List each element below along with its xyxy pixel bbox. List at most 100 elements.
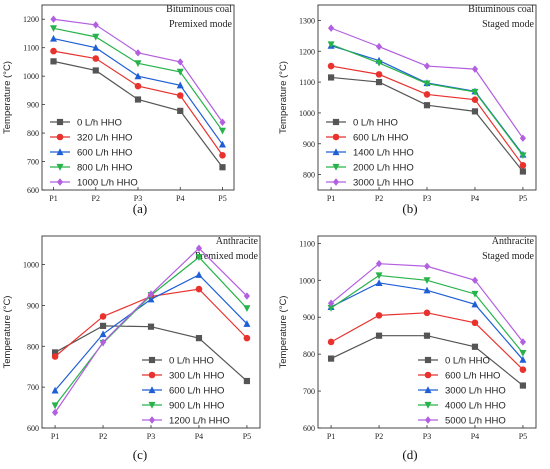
y-tick-label: 1000 bbox=[23, 261, 39, 270]
y-tick-label: 1200 bbox=[299, 47, 315, 56]
data-point bbox=[50, 58, 57, 65]
data-point bbox=[50, 47, 57, 55]
series-1 bbox=[50, 58, 226, 171]
y-axis-label: Temperature (°C) bbox=[278, 296, 289, 369]
x-tick-label: P4 bbox=[195, 432, 203, 441]
data-point bbox=[50, 15, 57, 23]
data-point bbox=[519, 168, 527, 175]
panel-label: (c) bbox=[133, 447, 147, 462]
data-point bbox=[195, 285, 203, 293]
data-point bbox=[219, 164, 226, 171]
data-point bbox=[519, 338, 527, 346]
legend: 0 L/h HHO 600 L/h HHO 1400 L/h HHO 2000 L/h… bbox=[326, 118, 414, 189]
legend-marker bbox=[424, 371, 432, 379]
series-1 bbox=[327, 332, 527, 389]
data-point bbox=[177, 107, 184, 114]
data-point bbox=[51, 349, 59, 356]
chart-panel-4: 600 700 800 900 1000 1100 P1 P2 P3 P4 P5 Temperatur… bbox=[278, 235, 537, 462]
y-tick-label: 800 bbox=[27, 129, 39, 138]
legend-label: 0 L/h HHO bbox=[169, 356, 214, 367]
legend-label: 0 L/h HHO bbox=[77, 118, 122, 129]
series-5 bbox=[50, 15, 226, 126]
legend: 0 L/h HHO 300 L/h HHO 600 L/h HHO 900 L/h H… bbox=[142, 356, 230, 427]
data-point bbox=[471, 300, 479, 308]
x-tick-label: P5 bbox=[218, 194, 226, 203]
x-tick-label: P4 bbox=[471, 432, 479, 441]
y-axis-label: Temperature (°C) bbox=[2, 296, 13, 369]
legend-marker bbox=[56, 133, 64, 141]
series-5 bbox=[327, 24, 527, 142]
data-point bbox=[243, 334, 251, 342]
series-3 bbox=[50, 34, 226, 148]
legend-marker bbox=[148, 386, 156, 394]
chart-annotation: Bituminous coal bbox=[468, 4, 534, 15]
series-3 bbox=[51, 271, 251, 394]
series-5 bbox=[327, 259, 527, 346]
legend-marker bbox=[56, 163, 64, 171]
data-point bbox=[471, 88, 479, 96]
panel-label: (b) bbox=[402, 201, 417, 216]
x-tick-label: P5 bbox=[519, 194, 527, 203]
legend-marker bbox=[424, 401, 432, 409]
plot-frame bbox=[41, 235, 261, 429]
legend-label: 1400 L/h HHO bbox=[353, 148, 414, 159]
chart-annotation: Anthracite bbox=[492, 236, 535, 247]
x-tick-label: P3 bbox=[423, 194, 431, 203]
data-point bbox=[134, 49, 142, 57]
data-point bbox=[218, 127, 226, 135]
data-point bbox=[471, 290, 479, 298]
y-tick-label: 600 bbox=[303, 424, 315, 433]
data-point bbox=[51, 386, 59, 394]
y-tick-label: 600 bbox=[27, 186, 39, 195]
data-point bbox=[519, 162, 527, 169]
data-point bbox=[375, 279, 383, 286]
data-point bbox=[423, 91, 431, 98]
x-tick-label: P1 bbox=[51, 432, 59, 441]
legend-label: 600 L/h HHO bbox=[353, 133, 408, 144]
panel-label: (a) bbox=[133, 201, 147, 216]
panel-label: (d) bbox=[402, 447, 417, 462]
data-point bbox=[147, 295, 155, 303]
data-point bbox=[50, 34, 58, 42]
legend: 0 L/h HHO 600 L/h HHO 3000 L/h HHO 4000 L/h… bbox=[418, 356, 506, 427]
data-point bbox=[218, 140, 226, 148]
data-point bbox=[327, 41, 335, 49]
data-point bbox=[134, 82, 142, 90]
y-tick-label: 900 bbox=[303, 140, 315, 149]
y-tick-label: 700 bbox=[303, 387, 315, 396]
data-point bbox=[327, 74, 335, 81]
x-tick-label: P2 bbox=[92, 194, 100, 203]
data-point bbox=[243, 292, 251, 300]
y-tick-label: 900 bbox=[27, 101, 39, 110]
chart-annotation: Staged mode bbox=[482, 251, 534, 262]
data-point bbox=[423, 332, 431, 339]
x-tick-label: P1 bbox=[49, 194, 57, 203]
series-line bbox=[330, 263, 524, 343]
y-tick-label: 1200 bbox=[23, 15, 39, 24]
legend: 0 L/h HHO 320 L/h HHO 600 L/h HHO 800 L/h H… bbox=[50, 118, 138, 189]
series-2 bbox=[327, 309, 527, 373]
data-point bbox=[375, 312, 383, 319]
x-tick-label: P5 bbox=[243, 432, 251, 441]
data-point bbox=[51, 353, 59, 360]
data-point bbox=[92, 67, 99, 74]
data-point bbox=[423, 286, 431, 294]
data-point bbox=[327, 304, 335, 312]
legend-label: 0 L/h HHO bbox=[445, 356, 490, 367]
y-tick-label: 900 bbox=[27, 301, 39, 310]
series-2 bbox=[327, 62, 527, 169]
data-point bbox=[147, 290, 155, 298]
legend-label: 320 L/h HHO bbox=[77, 133, 132, 144]
data-point bbox=[195, 271, 203, 278]
data-point bbox=[195, 254, 203, 261]
data-point bbox=[92, 33, 100, 41]
y-tick-label: 1100 bbox=[299, 78, 315, 87]
y-tick-label: 600 bbox=[27, 424, 39, 433]
x-tick-label: P4 bbox=[471, 194, 479, 203]
data-point bbox=[243, 377, 251, 385]
data-point bbox=[177, 58, 184, 66]
data-point bbox=[99, 313, 107, 320]
data-point bbox=[423, 62, 431, 70]
series-1 bbox=[327, 74, 527, 175]
data-point bbox=[99, 338, 107, 346]
